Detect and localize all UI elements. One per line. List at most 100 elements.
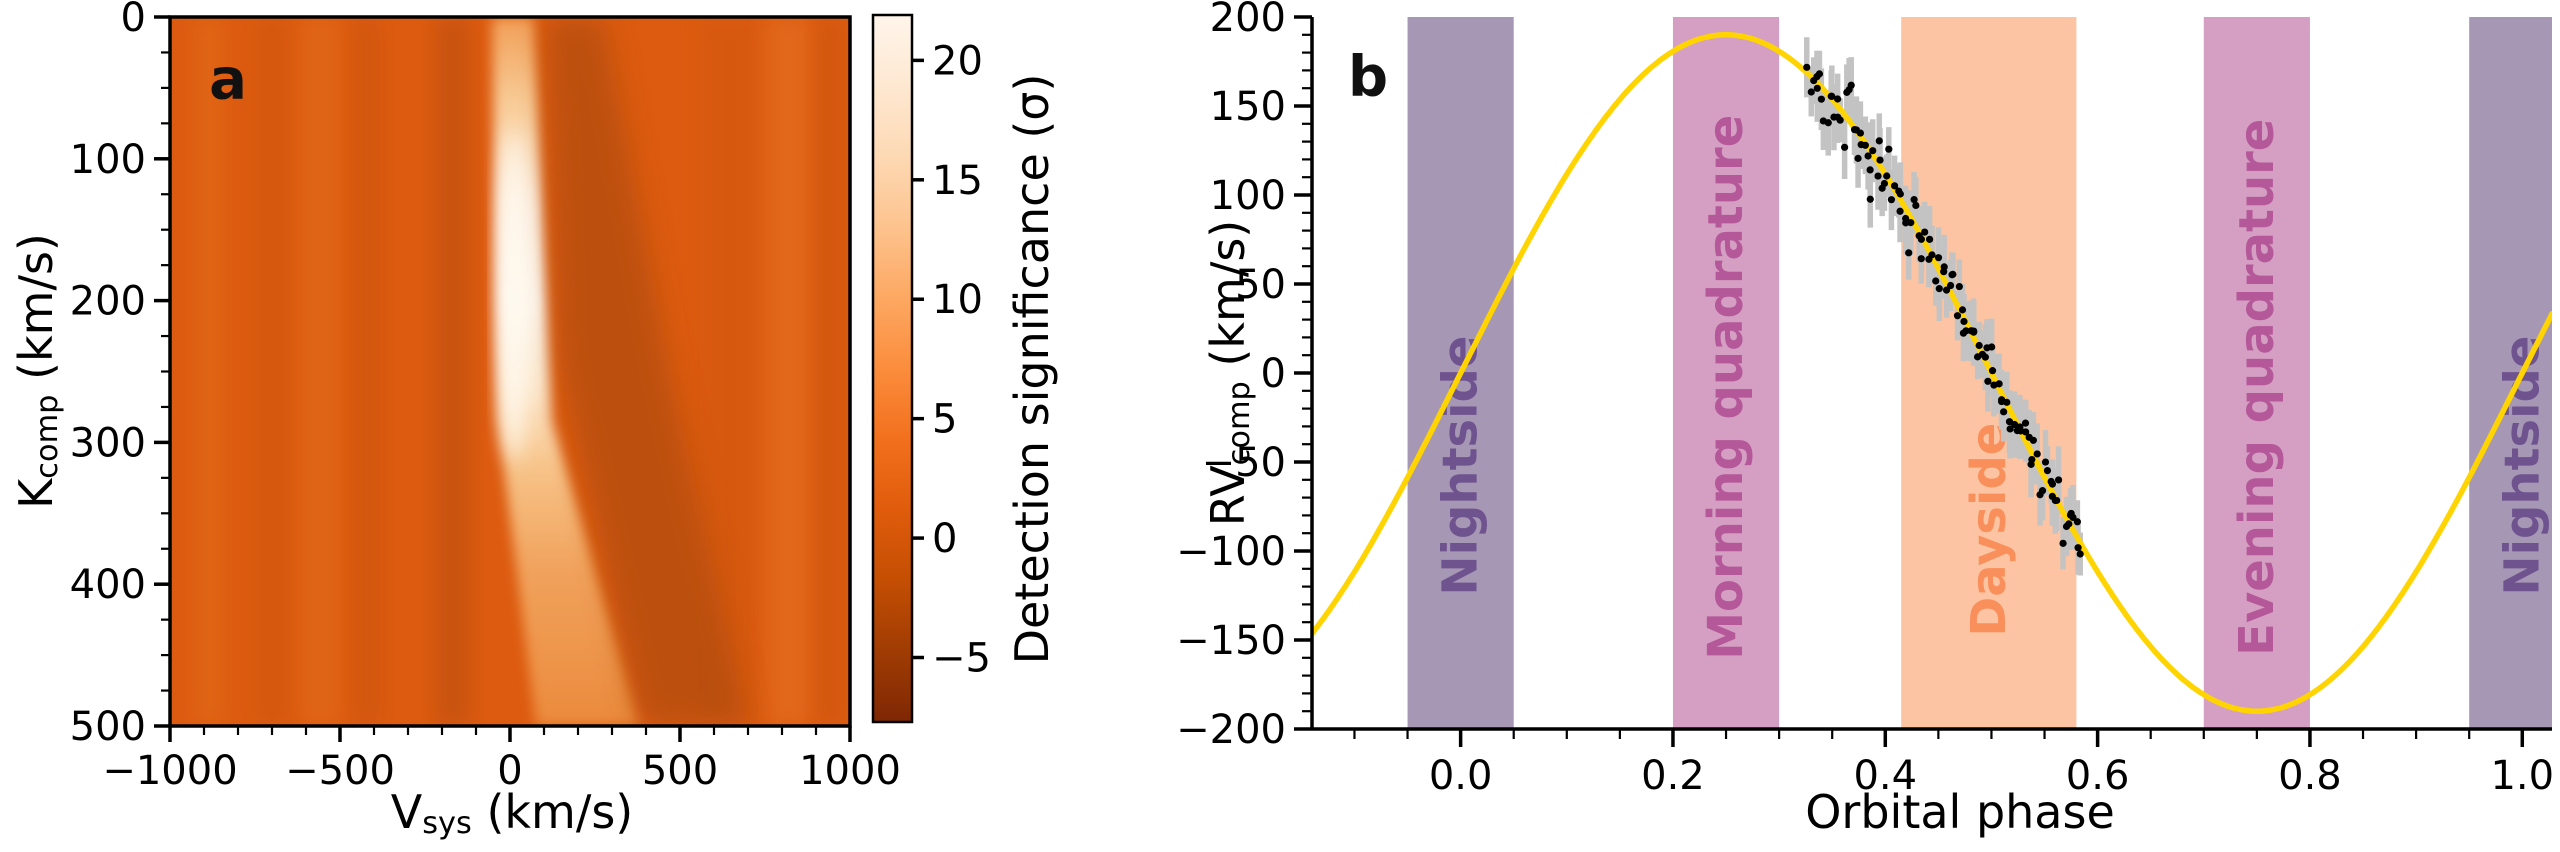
data-point <box>2073 518 2081 526</box>
data-point <box>1928 251 1936 259</box>
x-tick-label: 0.8 <box>2278 753 2342 799</box>
panel-a-y-label-unit: (km/s) <box>9 233 63 395</box>
phase-band-label: Morning quadrature <box>1698 115 1754 660</box>
data-point <box>2065 520 2073 528</box>
data-point <box>1864 152 1872 160</box>
data-point <box>1875 137 1883 145</box>
panel-a-x-axis-label: Vsys (km/s) <box>391 785 634 842</box>
data-point <box>1883 172 1891 180</box>
panel-a-axes: −1000 −500 0 500 1000 0 100 200 300 400 500 <box>70 0 901 794</box>
data-point <box>2029 436 2037 444</box>
data-point <box>1866 195 1874 203</box>
heatmap-detection-streak <box>492 17 640 726</box>
data-point <box>1817 95 1825 103</box>
y-tick-label: −150 <box>1176 618 1286 664</box>
heatmap-noise-stripe <box>765 17 811 726</box>
panel-b-letter: b <box>1347 44 1389 110</box>
data-point <box>1861 141 1869 149</box>
data-point <box>1921 228 1929 236</box>
x-tick-label: 0 <box>497 748 522 794</box>
panel-a-y-label-sub: comp <box>30 394 66 479</box>
y-tick-label: −50 <box>1202 440 1286 486</box>
data-point <box>2021 419 2030 427</box>
panel-a-heatmap <box>170 17 850 726</box>
x-tick-label: −1000 <box>102 748 237 794</box>
data-point <box>1815 70 1824 78</box>
rv-data-points <box>1803 63 2084 558</box>
data-point <box>1807 88 1815 96</box>
y-tick-label: −100 <box>1176 529 1286 575</box>
data-point <box>1953 312 1962 320</box>
colorbar-label: Detection significance (σ) <box>1005 73 1059 665</box>
y-tick-label: 200 <box>1210 0 1286 41</box>
data-point <box>1932 277 1940 285</box>
data-point <box>2053 496 2061 505</box>
heatmap-shadow-band <box>546 17 748 726</box>
data-point <box>1995 380 2003 388</box>
panel-b-band-labels: Nightside Morning quadrature Dayside Evenin… <box>1433 115 2551 660</box>
data-point <box>1960 317 1968 326</box>
data-point <box>1836 116 1844 124</box>
data-point <box>1912 201 1920 210</box>
colorbar-tick-label: 5 <box>932 397 957 443</box>
phase-band <box>2469 17 2552 729</box>
data-point <box>1948 271 1956 279</box>
data-point <box>1890 182 1899 190</box>
data-point <box>1847 81 1855 89</box>
data-point <box>2003 398 2011 406</box>
data-point <box>1981 353 1989 361</box>
phase-band <box>1672 17 1780 729</box>
x-tick-label: 0.0 <box>1429 753 1493 799</box>
y-tick-label: 0 <box>121 0 146 41</box>
heatmap-noise-stripe <box>352 17 382 726</box>
x-tick-label: 0.4 <box>1853 753 1917 799</box>
y-tick-label: 0 <box>1261 351 1286 397</box>
data-point <box>1934 254 1943 262</box>
data-point <box>2006 425 2014 433</box>
data-point <box>1910 195 1918 204</box>
x-tick-label: 500 <box>642 748 718 794</box>
phase-band <box>2203 17 2310 729</box>
panel-b-y-label-main: RV <box>1201 465 1255 527</box>
x-tick-label: 0.6 <box>2066 753 2130 799</box>
panel-a-y-axis-label: Kcomp (km/s) <box>9 233 66 509</box>
data-point <box>1841 143 1849 151</box>
x-tick-label: 0.2 <box>1641 753 1705 799</box>
data-point <box>1907 219 1915 227</box>
data-point <box>2076 550 2084 558</box>
colorbar: 20 15 10 5 0 −5 <box>871 13 991 724</box>
data-point <box>2059 539 2067 547</box>
panel-a-letter: a <box>209 47 247 113</box>
data-point <box>2054 476 2063 484</box>
panel-b-y-label-sub: comp <box>1222 381 1258 466</box>
data-point <box>1887 196 1896 204</box>
y-tick-label: 100 <box>70 137 146 183</box>
panel-b-axes: 0.0 0.2 0.4 0.6 0.8 1.0 200 150 100 50 0 −50 −100 −15… <box>1176 0 2554 799</box>
y-tick-label: 150 <box>1210 84 1286 130</box>
data-point <box>1984 377 1992 385</box>
y-tick-label: 200 <box>70 279 146 325</box>
data-point <box>2028 455 2036 464</box>
data-point <box>1905 249 1913 257</box>
y-tick-label: 500 <box>70 704 146 750</box>
data-point <box>2016 423 2024 431</box>
panel-a-x-label-sub: sys <box>422 806 472 842</box>
heatmap-noise-stripe <box>815 17 841 726</box>
colorbar-tick-label: −5 <box>932 636 991 682</box>
data-point <box>1880 179 1889 188</box>
data-point <box>1988 367 1997 375</box>
data-point <box>1824 119 1832 127</box>
heatmap-detection-core <box>499 130 529 460</box>
y-tick-label: 400 <box>70 562 146 608</box>
data-point <box>1874 172 1882 180</box>
panel-b-y-label-unit: (km/s) <box>1201 219 1255 382</box>
data-point <box>2069 513 2077 522</box>
y-tick-label: 100 <box>1210 173 1286 219</box>
data-point <box>1975 341 1983 350</box>
data-point <box>1856 129 1865 137</box>
heatmap-noise-stripe <box>300 17 340 726</box>
data-point <box>1876 156 1884 164</box>
data-point <box>1885 145 1893 153</box>
panel-b-y-axis-label: RVcomp (km/s) <box>1201 219 1258 527</box>
